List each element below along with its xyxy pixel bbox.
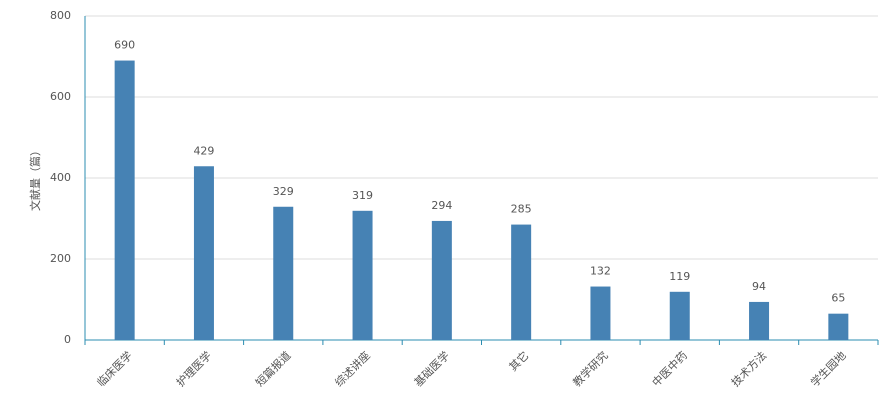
x-tick-label: 短篇报道 bbox=[252, 348, 293, 389]
y-tick-label: 600 bbox=[50, 90, 71, 103]
data-label: 329 bbox=[273, 185, 294, 198]
y-tick-label: 200 bbox=[50, 252, 71, 265]
data-label: 94 bbox=[752, 280, 766, 293]
y-tick-label: 400 bbox=[50, 171, 71, 184]
x-tick-label: 护理医学 bbox=[173, 348, 214, 389]
bar bbox=[431, 220, 452, 340]
bar bbox=[511, 224, 532, 340]
x-tick-label: 技术方法 bbox=[728, 348, 769, 389]
bar bbox=[749, 301, 770, 340]
x-tick-label: 学生园地 bbox=[808, 348, 849, 389]
bar bbox=[590, 286, 611, 340]
data-label: 690 bbox=[114, 39, 135, 52]
data-label: 294 bbox=[431, 199, 452, 212]
bar bbox=[114, 60, 135, 341]
x-tick-label: 其它 bbox=[506, 348, 531, 373]
x-tick-label: 中医中药 bbox=[650, 349, 690, 389]
bar bbox=[273, 206, 294, 340]
x-tick-label: 基础医学 bbox=[411, 348, 452, 389]
data-label: 285 bbox=[511, 203, 532, 216]
data-label: 119 bbox=[669, 270, 690, 283]
data-label: 132 bbox=[590, 265, 611, 278]
bar bbox=[828, 313, 849, 340]
y-tick-label: 800 bbox=[50, 9, 71, 22]
x-tick-label: 综述讲座 bbox=[332, 348, 373, 389]
bar bbox=[352, 210, 373, 340]
data-label: 65 bbox=[831, 292, 845, 305]
bar bbox=[193, 166, 214, 340]
x-tick-label: 教学研究 bbox=[570, 348, 611, 389]
y-tick-label: 0 bbox=[64, 333, 71, 346]
x-tick-label: 临床医学 bbox=[94, 348, 135, 389]
data-label: 429 bbox=[193, 144, 214, 157]
data-label: 319 bbox=[352, 189, 373, 202]
y-axis-label: 文献量（篇） bbox=[28, 145, 42, 211]
bar bbox=[669, 291, 690, 340]
